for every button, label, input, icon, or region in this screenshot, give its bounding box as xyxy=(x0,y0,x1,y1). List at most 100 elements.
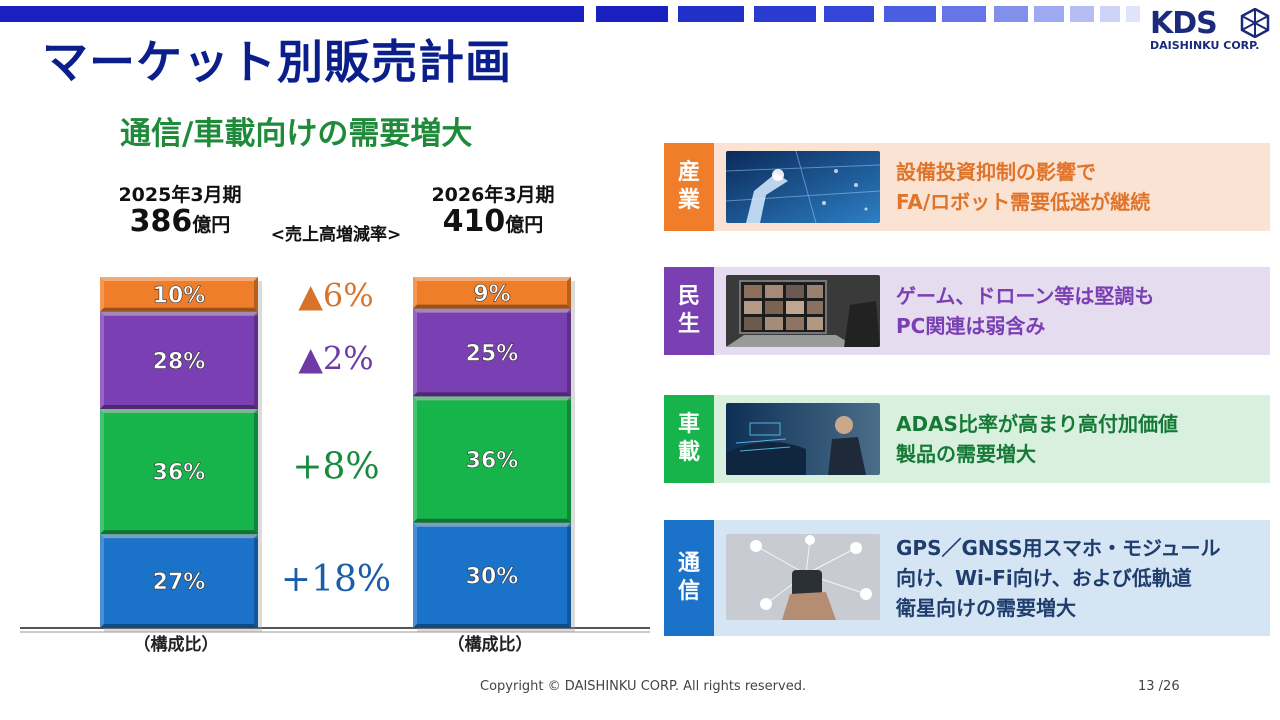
period-total-value-right: 410 xyxy=(442,204,506,239)
bar-value-label: 27% xyxy=(153,570,206,595)
bar-value-label: 9% xyxy=(473,282,510,307)
segment-tab-label: 通 信 xyxy=(664,520,714,636)
company-logo: KDS DAISHINKU CORP. xyxy=(1148,6,1272,56)
bar-segment-産業 xyxy=(413,277,571,309)
bar-bevel-right xyxy=(567,308,571,397)
smartphone-network-photo-icon xyxy=(726,534,880,620)
tab-char: 産 xyxy=(677,160,700,185)
bar-bevel-bottom xyxy=(413,518,571,523)
ratio-label-left: （構成比） xyxy=(133,635,219,655)
description-line: GPS／GNSS用スマホ・モジュール xyxy=(896,536,1221,560)
tab-char: 通 xyxy=(677,551,700,576)
segment-tab xyxy=(664,395,714,483)
tab-char: 載 xyxy=(677,440,700,465)
stripe-segment xyxy=(942,6,986,22)
bar-bevel-top xyxy=(100,534,258,539)
stripe-segment xyxy=(1100,6,1120,22)
bar-segment xyxy=(413,396,571,523)
logo-text: KDS xyxy=(1150,6,1218,41)
segment-description: ADAS比率が高まり高付加価値 製品の需要増大 xyxy=(896,395,1266,483)
tab-char: 生 xyxy=(677,312,700,337)
stripe-segment xyxy=(884,6,936,22)
bar-bevel-left xyxy=(100,311,104,410)
bar-segment-民生 xyxy=(100,311,258,410)
bar-value-label: 36% xyxy=(153,461,206,486)
autonomous-car-photo-icon xyxy=(726,403,880,475)
bar-bevel-right xyxy=(254,534,258,628)
stripe-segment xyxy=(824,6,874,22)
bar-segment xyxy=(413,308,571,397)
description-line: PC関連は弱含み xyxy=(896,314,1046,338)
bar-bevel-right xyxy=(254,409,258,535)
bar-value-label: 36% xyxy=(466,449,519,474)
bar-bevel-right xyxy=(567,277,571,309)
bar-bevel-top xyxy=(413,308,571,313)
stacked-bar-chart: 27% 36% 28% 10% 30% 36% 25% 9% +18% +8% ▲2% ▲6% xyxy=(20,277,650,633)
bar-bevel-left xyxy=(413,277,417,309)
growth-rate-label: +8% xyxy=(292,447,379,488)
bar-bevel-left xyxy=(413,308,417,397)
growth-rate-label: ▲2% xyxy=(298,339,373,377)
bar-bevel-left xyxy=(413,522,417,628)
description-line: 向け、Wi-Fi向け、および低軌道 xyxy=(896,566,1192,590)
laptop-video-call-photo-icon xyxy=(726,275,880,347)
tab-char: 信 xyxy=(677,579,700,604)
bar-segment-通信 xyxy=(413,522,571,628)
bar-bevel-top xyxy=(100,311,258,316)
segment-tab xyxy=(664,143,714,231)
description-line: ADAS比率が高まり高付加価値 xyxy=(896,412,1178,436)
growth-rate-label: +18% xyxy=(281,559,391,600)
period-label-right: 2026年3月期 xyxy=(431,184,555,206)
bar-segment xyxy=(100,311,258,410)
segment-tab-label: 民 生 xyxy=(664,267,714,355)
page-title: マーケット別販売計画 xyxy=(42,35,512,89)
period-total-unit-right: 億円 xyxy=(505,214,544,236)
growth-rate-label: ▲6% xyxy=(298,277,373,315)
bar-segment-産業 xyxy=(100,277,258,312)
logo-hexagon-icon xyxy=(1240,8,1270,38)
bar-segment xyxy=(100,409,258,535)
bar-bevel-right xyxy=(567,396,571,523)
bar-value-label: 28% xyxy=(153,349,206,374)
period-total-unit-left: 億円 xyxy=(192,214,231,236)
page-number: 13 /26 xyxy=(1138,679,1180,694)
description-line: ゲーム、ドローン等は堅調も xyxy=(896,284,1155,308)
bar-bevel-top xyxy=(100,409,258,414)
bar-bevel-left xyxy=(100,409,104,535)
copyright-text: Copyright © DAISHINKU CORP. All rights r… xyxy=(480,679,807,694)
tab-char: 業 xyxy=(677,188,700,213)
bar-bevel-bottom xyxy=(413,624,571,628)
top-stripe xyxy=(0,6,1140,22)
bar-bevel-left xyxy=(100,277,104,312)
bar-bevel-top xyxy=(413,522,571,527)
bar-bevel-right xyxy=(254,277,258,312)
description-line: 衛星向けの需要増大 xyxy=(896,596,1076,620)
segment-tab xyxy=(664,267,714,355)
bar-segment-車載 xyxy=(413,396,571,523)
bar-segment-民生 xyxy=(413,308,571,397)
bar-segment xyxy=(100,277,258,312)
bar-bevel-top xyxy=(413,396,571,401)
bar-segment xyxy=(413,522,571,628)
stripe-segment xyxy=(1070,6,1094,22)
bar-value-label: 25% xyxy=(466,341,519,366)
bar-bevel-top xyxy=(100,277,258,281)
bar-bevel-left xyxy=(413,396,417,523)
segment-tab-label: 車 載 xyxy=(664,395,714,483)
bar-bevel-bottom xyxy=(100,530,258,535)
segment-panel-communication: 通 信 GPS／GNSS用スマホ・モジュール 向け、Wi-Fi向け、および低軌道… xyxy=(664,520,1270,636)
bar-bevel-right xyxy=(254,311,258,410)
bar-segment-通信 xyxy=(100,534,258,628)
tab-char: 民 xyxy=(677,284,700,309)
bar-bevel-right xyxy=(567,522,571,628)
segment-description: ゲーム、ドローン等は堅調も PC関連は弱含み xyxy=(896,267,1266,355)
stripe-segment xyxy=(994,6,1028,22)
bar-bevel-bottom xyxy=(100,405,258,410)
bar-bevel-bottom xyxy=(100,307,258,312)
segment-panel-industrial: 産 業 設備投資抑制の影響で FA/ロボット需要低迷が継続 xyxy=(664,143,1270,231)
stripe-segment xyxy=(678,6,744,22)
bar-segment xyxy=(413,277,571,309)
bar-bevel-bottom xyxy=(413,392,571,397)
growth-rate-header: <売上高増減率> xyxy=(270,225,402,245)
bar-bevel-bottom xyxy=(100,624,258,628)
